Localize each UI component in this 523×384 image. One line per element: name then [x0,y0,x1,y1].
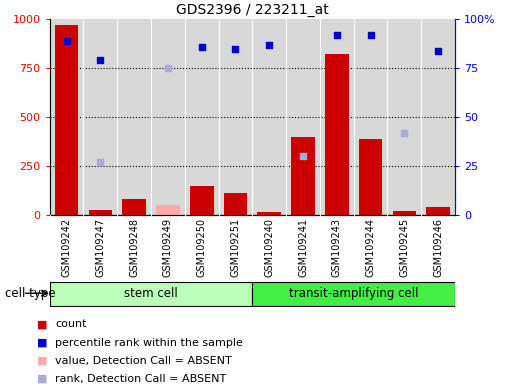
Text: GSM109245: GSM109245 [400,218,410,277]
Text: GSM109251: GSM109251 [231,218,241,277]
Title: GDS2396 / 223211_at: GDS2396 / 223211_at [176,3,329,17]
Text: stem cell: stem cell [124,287,178,300]
Bar [224,194,247,215]
Point [62,38,71,44]
Text: ■: ■ [37,319,47,329]
Text: ■: ■ [37,356,47,366]
Point [96,159,105,165]
Bar [325,55,349,215]
Point [434,48,442,54]
Text: GSM109240: GSM109240 [264,218,274,277]
Point [198,43,206,50]
Text: transit-amplifying cell: transit-amplifying cell [289,287,418,300]
Bar [359,139,382,215]
Bar [156,205,180,215]
Bar [291,137,315,215]
Text: GSM109241: GSM109241 [298,218,308,277]
Point [367,32,375,38]
Point [164,65,172,71]
Text: cell type: cell type [5,287,56,300]
Bar [55,25,78,215]
Bar [257,212,281,215]
Text: value, Detection Call = ABSENT: value, Detection Call = ABSENT [55,356,232,366]
Text: GSM109248: GSM109248 [129,218,139,277]
Text: GSM109247: GSM109247 [95,218,105,277]
Bar [122,199,146,215]
Text: ■: ■ [37,374,47,384]
Bar [190,186,213,215]
Bar [393,211,416,215]
Text: GSM109246: GSM109246 [433,218,443,277]
Text: GSM109242: GSM109242 [62,218,72,277]
FancyBboxPatch shape [252,282,455,306]
Text: GSM109243: GSM109243 [332,218,342,277]
Point [400,130,408,136]
Text: percentile rank within the sample: percentile rank within the sample [55,338,243,348]
Text: rank, Detection Call = ABSENT: rank, Detection Call = ABSENT [55,374,226,384]
Bar [88,210,112,215]
Point [265,41,274,48]
Text: GSM109249: GSM109249 [163,218,173,277]
Bar [426,207,450,215]
Text: ■: ■ [37,338,47,348]
FancyBboxPatch shape [50,282,252,306]
Point [333,32,341,38]
Text: count: count [55,319,86,329]
Text: GSM109250: GSM109250 [197,218,207,277]
Point [299,153,307,159]
Point [231,46,240,52]
Point [96,57,105,63]
Text: GSM109244: GSM109244 [366,218,376,277]
